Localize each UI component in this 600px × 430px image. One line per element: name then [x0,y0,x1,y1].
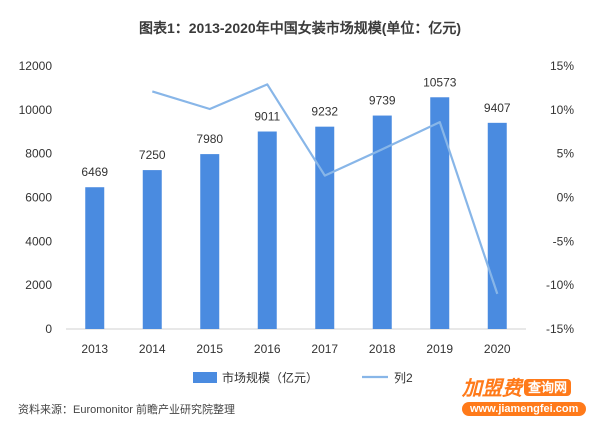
legend-bar-label: 市场规模（亿元） [222,370,318,385]
x-axis-labels: 2013 2014 2015 2016 2017 2018 2019 2020 [81,342,511,356]
bar [372,115,392,329]
x-tick-label: 2017 [311,342,338,356]
bar [430,97,450,329]
x-tick-label: 2020 [484,342,511,356]
left-tick-label: 10000 [19,103,53,117]
left-tick-label: 0 [45,322,52,336]
bar [200,154,220,329]
bar [315,126,335,329]
right-tick-label: -15% [546,322,574,336]
right-tick-label: -5% [553,234,575,248]
right-tick-label: 10% [550,103,574,117]
left-tick-label: 8000 [25,147,52,161]
right-tick-label: 0% [557,191,575,205]
x-tick-label: 2019 [426,342,453,356]
line-series [151,83,499,295]
bar-series [85,97,507,329]
x-tick-label: 2018 [369,342,396,356]
source-note: 资料来源：Euromonitor 前瞻产业研究院整理 [18,404,235,416]
bar [257,131,277,329]
bar-value-label: 7250 [139,148,166,162]
watermark-brand: 加盟费 [462,378,522,400]
right-tick-label: 5% [557,147,575,161]
left-tick-label: 6000 [25,191,52,205]
legend: 市场规模（亿元） 列2 [193,370,413,385]
right-tick-label: -10% [546,278,574,292]
left-tick-label: 4000 [25,234,52,248]
right-tick-label: 15% [550,59,574,73]
legend-bar-swatch [193,372,217,383]
legend-line-label: 列2 [394,371,413,385]
chart-title: 图表1：2013-2020年中国女装市场规模(单位：亿元) [138,20,462,36]
watermark-badge: 加盟费 查询网 www.jiamengfei.com [462,372,587,416]
x-tick-label: 2014 [139,342,166,356]
left-tick-label: 12000 [19,59,53,73]
watermark-url: www.jiamengfei.com [462,402,587,416]
bar [142,170,162,329]
bar-value-label: 9739 [369,94,396,108]
bar [85,187,105,329]
bar [487,122,507,329]
bar-value-label: 9011 [254,110,280,124]
watermark-tag: 查询网 [524,379,572,396]
x-tick-label: 2015 [196,342,223,356]
bar-value-label: 7980 [196,132,223,146]
bar-value-label: 6469 [81,165,108,179]
bar-data-labels: 6469 7250 7980 9011 9232 9739 10573 9407 [81,75,511,179]
right-axis: -15% -10% -5% 0% 5% 10% 15% [546,59,574,336]
growth-line [151,83,499,295]
left-axis: 0 2000 4000 6000 8000 10000 12000 [19,59,53,336]
bar-value-label: 9407 [484,101,511,115]
x-tick-label: 2016 [254,342,281,356]
x-tick-label: 2013 [81,342,108,356]
bar-value-label: 9232 [311,105,338,119]
left-tick-label: 2000 [25,278,52,292]
bar-value-label: 10573 [423,75,457,89]
